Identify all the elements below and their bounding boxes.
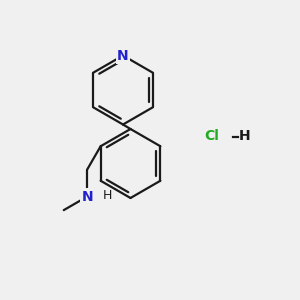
Text: H: H bbox=[238, 130, 250, 143]
Text: N: N bbox=[81, 190, 93, 204]
Text: Cl: Cl bbox=[204, 130, 219, 143]
Text: H: H bbox=[103, 189, 112, 202]
Text: N: N bbox=[117, 49, 129, 62]
